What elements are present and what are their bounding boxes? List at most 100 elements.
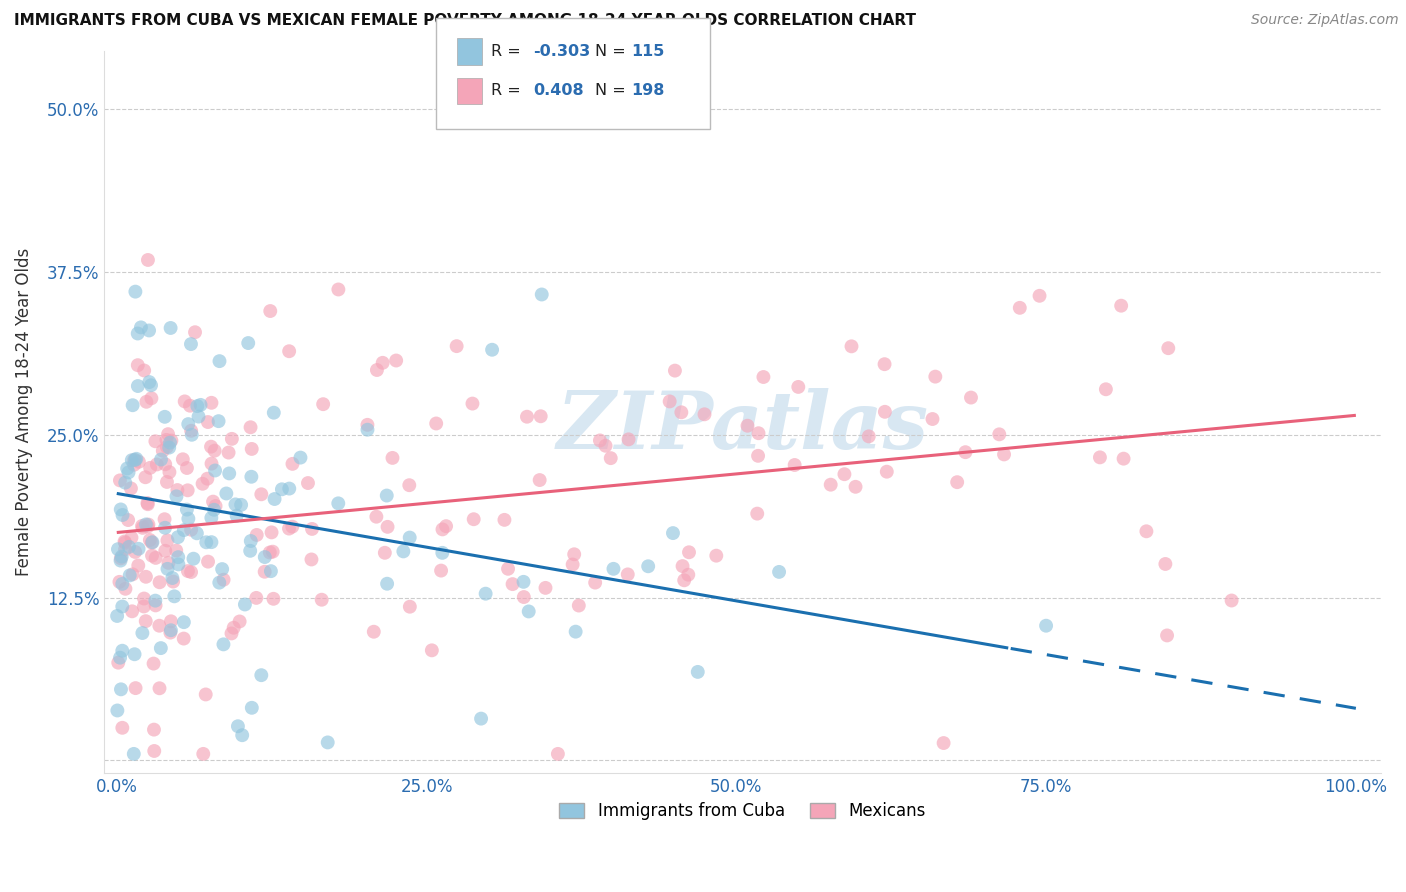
- Point: [281, 519, 304, 533]
- Point: [124, 285, 146, 299]
- Point: [138, 375, 160, 389]
- Point: [637, 559, 659, 574]
- Point: [184, 325, 207, 339]
- Point: [111, 644, 134, 658]
- Point: [149, 575, 172, 590]
- Point: [678, 545, 700, 559]
- Point: [131, 626, 153, 640]
- Point: [110, 682, 132, 697]
- Point: [173, 523, 195, 537]
- Legend: Immigrants from Cuba, Mexicans: Immigrants from Cuba, Mexicans: [553, 795, 932, 827]
- Point: [1112, 451, 1135, 466]
- Point: [159, 625, 181, 640]
- Point: [366, 363, 388, 377]
- Point: [187, 409, 209, 424]
- Point: [146, 458, 169, 472]
- Point: [1028, 289, 1050, 303]
- Point: [163, 590, 186, 604]
- Point: [159, 321, 181, 335]
- Point: [105, 703, 128, 717]
- Point: [110, 551, 132, 566]
- Point: [108, 474, 131, 488]
- Point: [177, 564, 200, 578]
- Point: [173, 615, 195, 629]
- Point: [180, 337, 202, 351]
- Point: [262, 591, 284, 606]
- Point: [135, 570, 157, 584]
- Point: [385, 353, 408, 368]
- Point: [195, 535, 218, 549]
- Point: [228, 615, 250, 629]
- Point: [111, 599, 134, 614]
- Point: [430, 564, 453, 578]
- Point: [250, 487, 273, 501]
- Point: [143, 744, 166, 758]
- Point: [121, 453, 143, 467]
- Point: [156, 562, 179, 576]
- Point: [207, 414, 229, 428]
- Point: [226, 719, 249, 733]
- Point: [186, 526, 208, 541]
- Point: [529, 473, 551, 487]
- Point: [124, 647, 146, 661]
- Point: [127, 326, 149, 341]
- Text: R =: R =: [491, 84, 526, 98]
- Point: [328, 496, 350, 510]
- Point: [190, 398, 212, 412]
- Point: [149, 641, 172, 656]
- Point: [173, 632, 195, 646]
- Point: [595, 439, 617, 453]
- Point: [115, 461, 138, 475]
- Point: [1135, 524, 1157, 539]
- Point: [1157, 341, 1180, 355]
- Point: [768, 565, 790, 579]
- Point: [107, 542, 129, 557]
- Point: [155, 433, 177, 447]
- Point: [108, 650, 131, 665]
- Point: [118, 568, 141, 582]
- Point: [134, 470, 156, 484]
- Point: [960, 391, 983, 405]
- Point: [993, 447, 1015, 461]
- Point: [202, 502, 225, 516]
- Point: [200, 440, 222, 454]
- Point: [127, 358, 149, 372]
- Point: [153, 512, 176, 526]
- Point: [128, 455, 150, 469]
- Point: [152, 443, 174, 458]
- Point: [121, 567, 143, 582]
- Point: [143, 593, 166, 607]
- Point: [239, 420, 262, 434]
- Point: [278, 482, 301, 496]
- Point: [932, 736, 955, 750]
- Point: [200, 396, 222, 410]
- Point: [240, 442, 263, 456]
- Point: [564, 624, 586, 639]
- Point: [686, 665, 709, 679]
- Point: [783, 458, 806, 472]
- Point: [381, 450, 404, 465]
- Point: [946, 475, 969, 490]
- Point: [141, 392, 163, 406]
- Point: [311, 592, 333, 607]
- Point: [955, 445, 977, 459]
- Point: [162, 574, 184, 589]
- Point: [212, 637, 235, 651]
- Point: [425, 417, 447, 431]
- Point: [363, 624, 385, 639]
- Point: [328, 283, 350, 297]
- Point: [512, 574, 534, 589]
- Point: [297, 476, 319, 491]
- Point: [278, 344, 301, 359]
- Point: [229, 498, 252, 512]
- Point: [138, 323, 160, 337]
- Point: [1088, 450, 1111, 465]
- Point: [260, 564, 283, 578]
- Point: [145, 599, 167, 613]
- Point: [238, 336, 260, 351]
- Point: [737, 418, 759, 433]
- Point: [312, 397, 335, 411]
- Point: [398, 478, 420, 492]
- Point: [156, 440, 179, 454]
- Point: [197, 555, 219, 569]
